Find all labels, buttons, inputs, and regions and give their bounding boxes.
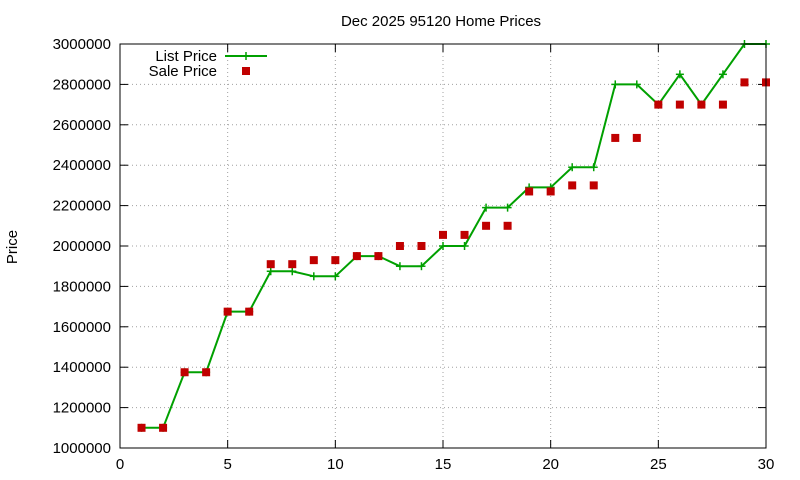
sale-price-point <box>352 252 361 261</box>
legend-label-list-price: List Price <box>155 48 217 65</box>
y-axis-label: Price <box>4 230 21 264</box>
list-price-point <box>718 70 727 79</box>
list-price-point <box>611 80 620 89</box>
list-price-point <box>288 267 297 276</box>
list-price-point <box>632 80 641 89</box>
y-tick-label: 1600000 <box>53 319 111 336</box>
sale-price-point <box>546 187 555 196</box>
legend-label-sale-price: Sale Price <box>149 63 217 80</box>
list-price-point <box>482 203 491 212</box>
y-tick-label: 2000000 <box>53 238 111 255</box>
sale-price-point <box>718 100 727 109</box>
plot-area <box>137 40 770 432</box>
sale-price-point <box>568 181 577 190</box>
x-tick-label: 5 <box>223 456 231 473</box>
sale-price-point <box>245 307 254 316</box>
list-price-point <box>266 267 275 276</box>
plot-frame <box>119 43 767 449</box>
list-price-point <box>395 262 404 271</box>
list-price-point <box>309 272 318 281</box>
sale-price-point <box>675 100 684 109</box>
sale-price-point <box>159 423 168 432</box>
sale-price-point <box>654 100 663 109</box>
legend-marker-sale-price <box>242 67 250 75</box>
sale-price-point <box>697 100 706 109</box>
y-tick-label: 1000000 <box>53 440 111 457</box>
sale-price-point <box>611 133 620 142</box>
sale-price-point <box>331 256 340 265</box>
sale-price-point <box>137 423 146 432</box>
sale-price-point <box>266 260 275 269</box>
grid-lines <box>120 44 766 448</box>
legend: List Price Sale Price <box>149 48 267 80</box>
tick-labels: 1000000 1200000 1400000 1600000 1800000 20000… <box>53 36 775 473</box>
list-price-point <box>589 163 598 172</box>
sale-price-point <box>439 230 447 239</box>
y-tick-label: 2400000 <box>53 157 111 174</box>
x-tick-label: 20 <box>542 456 559 473</box>
list-price-point <box>568 163 577 172</box>
x-tick-label: 25 <box>650 456 667 473</box>
legend-marker-list-price <box>242 52 250 60</box>
list-price-point <box>675 70 684 79</box>
sale-price-point <box>503 221 512 230</box>
list-price-point <box>460 242 469 250</box>
y-tick-label: 2600000 <box>53 117 111 134</box>
sale-price-point <box>482 221 491 230</box>
sale-price-point <box>417 242 426 250</box>
x-tick-label: 10 <box>327 456 344 473</box>
y-tick-label: 2200000 <box>53 198 111 215</box>
sale-price-point <box>180 368 189 377</box>
sale-price-point <box>374 252 383 261</box>
sale-price-point <box>395 242 404 250</box>
chart-title: Dec 2025 95120 Home Prices <box>341 13 541 30</box>
sale-price-point <box>309 256 318 265</box>
list-price-point <box>503 203 512 212</box>
x-tick-label: 15 <box>435 456 452 473</box>
sale-price-point <box>202 368 211 377</box>
x-tick-label: 0 <box>116 456 124 473</box>
sale-price-point <box>288 260 297 269</box>
y-tick-label: 1800000 <box>53 278 111 295</box>
list-price-point <box>417 262 426 271</box>
y-tick-label: 2800000 <box>53 76 111 93</box>
y-tick-label: 1400000 <box>53 359 111 376</box>
list-price-point <box>331 272 340 281</box>
list-price-point <box>439 242 447 250</box>
y-tick-label: 1200000 <box>53 400 111 417</box>
sale-price-point <box>223 307 232 316</box>
sale-price-point <box>740 78 749 87</box>
sale-price-point <box>460 230 469 239</box>
x-tick-label: 30 <box>758 456 775 473</box>
series-line-list-price <box>141 43 766 429</box>
sale-price-point <box>632 133 641 142</box>
sale-price-point <box>525 187 534 196</box>
sale-price-point <box>589 181 598 190</box>
y-tick-label: 3000000 <box>53 36 111 53</box>
